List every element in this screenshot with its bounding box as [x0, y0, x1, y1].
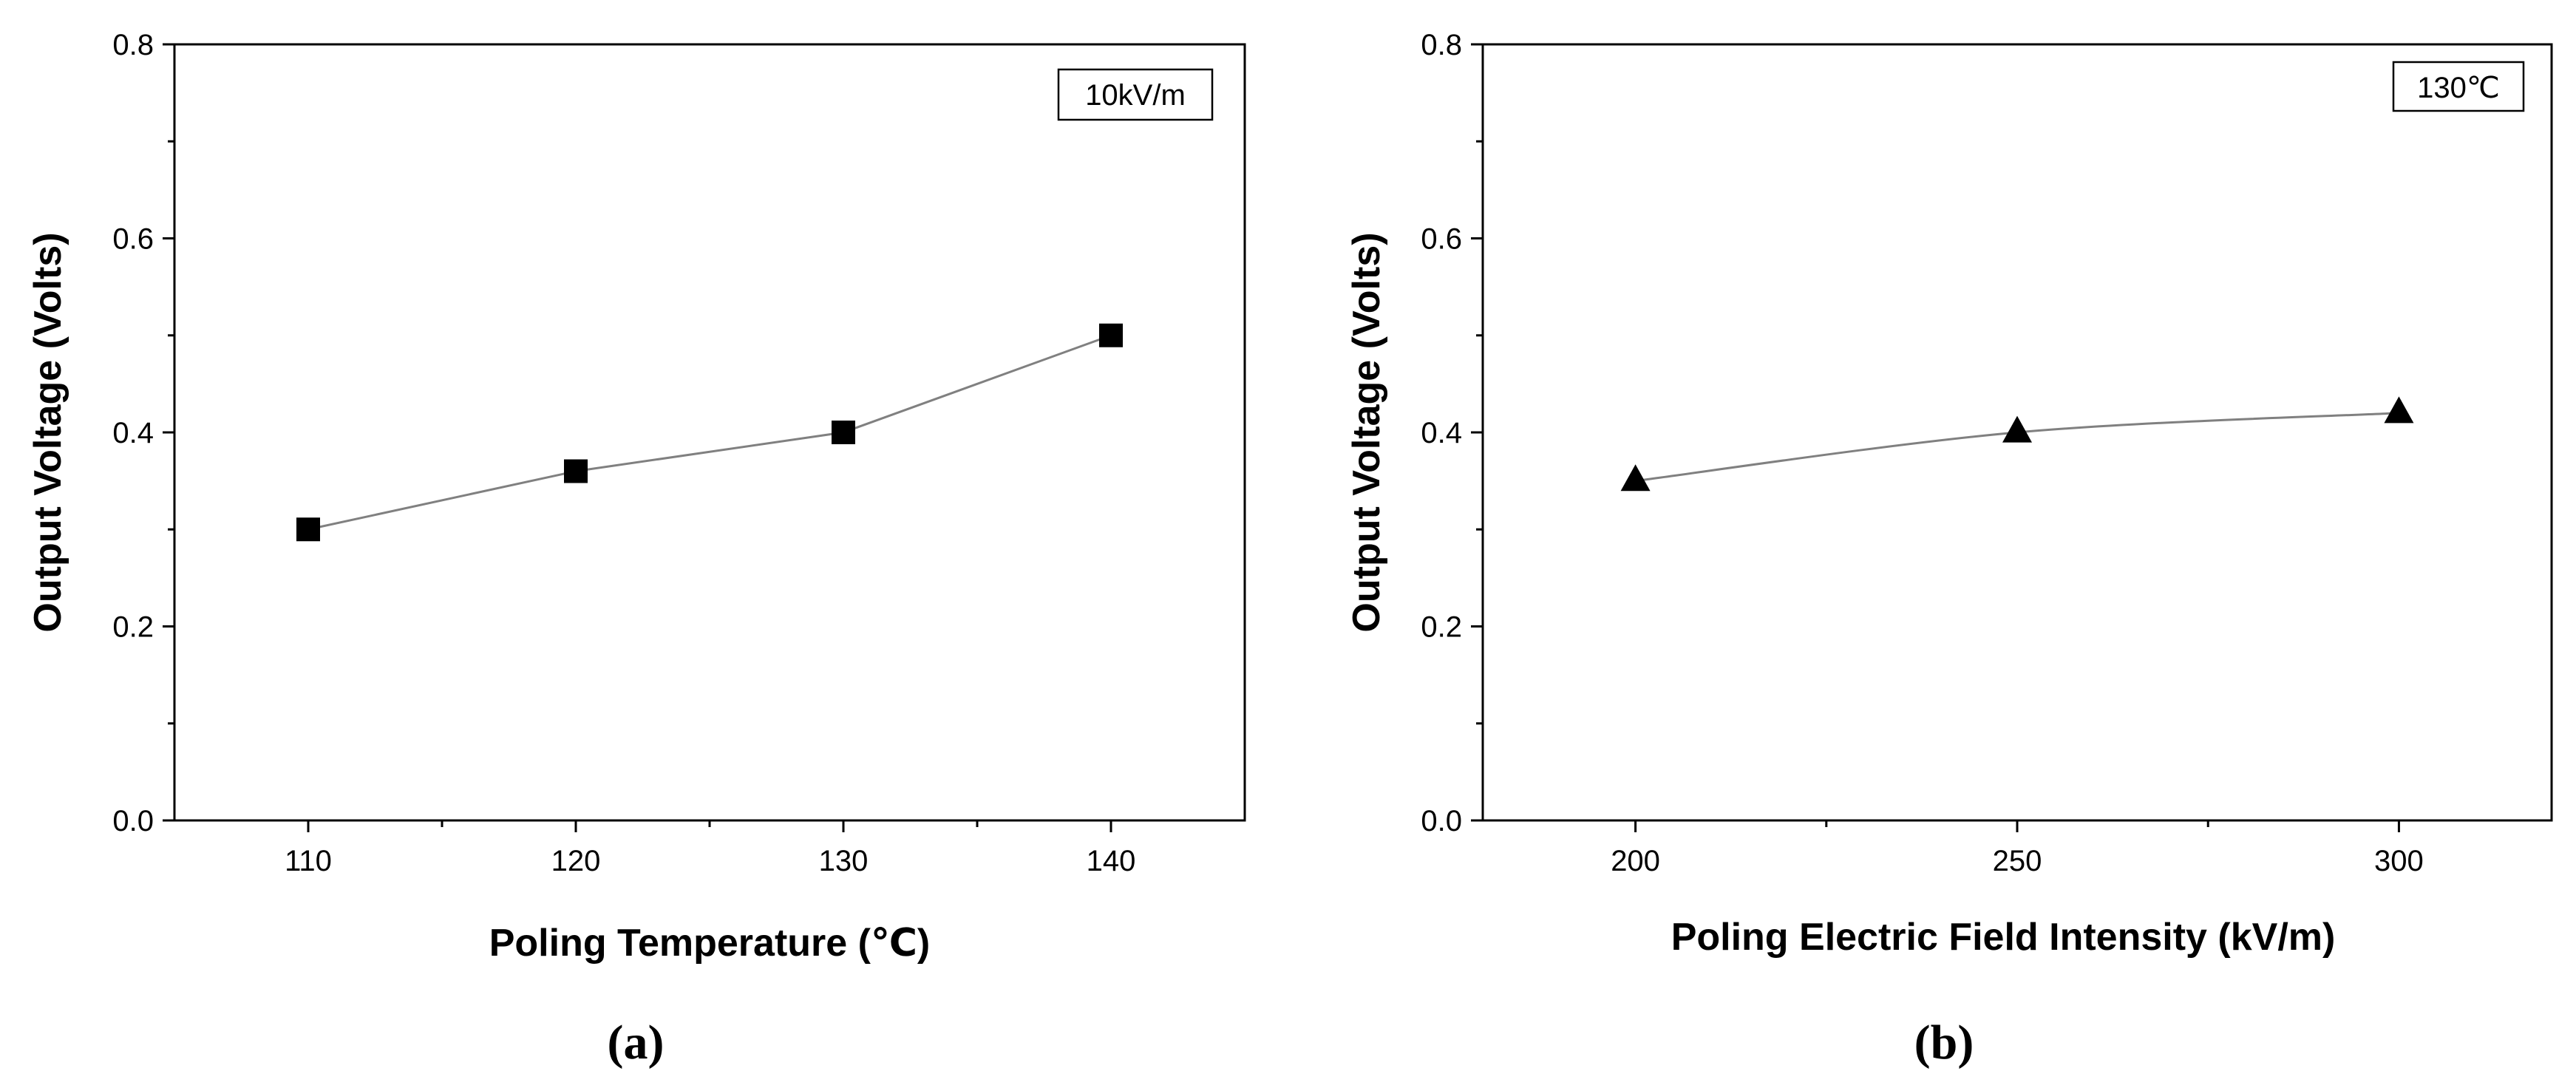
legend-label-a: 10kV/m	[1085, 79, 1186, 112]
x-tick-label-b-0: 200	[1611, 845, 1660, 877]
y-tick-label-b-3: 0.6	[1421, 223, 1462, 256]
x-tick-label-a-2: 130	[819, 845, 869, 877]
data-point-a-0	[296, 517, 320, 542]
x-axis-title-b: Poling Electric Field Intensity (kV/m)	[1671, 916, 2336, 959]
x-tick-label-a-3: 140	[1087, 845, 1136, 877]
series-line-a-0	[307, 334, 1112, 531]
y-tick-label-b-0: 0.0	[1421, 805, 1462, 837]
y-tick-label-a-3: 0.6	[112, 223, 154, 256]
legend-label-b: 130℃	[2417, 72, 2500, 104]
y-tick-label-b-2: 0.4	[1421, 417, 1462, 449]
panel-label-b: (b)	[1914, 1016, 1974, 1070]
data-series-a	[296, 323, 1123, 542]
y-axis-title-a: Output Voltage (Volts)	[27, 232, 69, 632]
legend-frame-b	[2392, 61, 2525, 112]
x-tick-label-a-1: 120	[551, 845, 601, 877]
x-tick-label-b-1: 250	[1993, 845, 2042, 877]
data-point-a-2	[832, 421, 855, 444]
chart-panel-b: 0.0 0.2 0.4 0.6 0.8 200 250 300 130℃ Poling Ele…	[1345, 29, 2553, 1070]
legend-frame-a	[1057, 68, 1214, 121]
y-tick-label-b-4: 0.8	[1421, 29, 1462, 61]
y-tick-label-a-0: 0.0	[112, 805, 154, 837]
data-point-b-2	[2384, 396, 2414, 424]
y-tick-label-a-1: 0.2	[112, 611, 154, 644]
data-series-b	[1620, 396, 2414, 492]
data-point-b-1	[2002, 415, 2032, 443]
y-tick-label-a-2: 0.4	[112, 417, 154, 449]
axis-ticks-a: 0.0 0.2 0.4 0.6 0.8 110 120 130 140	[112, 29, 1135, 877]
y-tick-label-a-4: 0.8	[112, 29, 154, 61]
chart-panel-a: 0.0 0.2 0.4 0.6 0.8 110 120 130 140 10kV/m Polin…	[27, 29, 1246, 1070]
legend-box-a: 10kV/m	[1057, 68, 1214, 121]
data-point-b-0	[1620, 464, 1651, 492]
x-tick-label-b-2: 300	[2374, 845, 2424, 877]
y-tick-label-b-1: 0.2	[1421, 611, 1462, 644]
x-axis-title-a: Poling Temperature (℃)	[489, 922, 931, 965]
y-axis-title-b: Output Voltage (Volts)	[1345, 232, 1388, 632]
data-point-a-1	[564, 459, 588, 483]
x-tick-label-a-0: 110	[285, 845, 332, 877]
axis-ticks-b: 0.0 0.2 0.4 0.6 0.8 200 250 300	[1421, 29, 2423, 877]
data-point-a-3	[1099, 323, 1123, 347]
plot-frame-a	[173, 43, 1246, 822]
panel-label-a: (a)	[608, 1016, 665, 1070]
legend-box-b: 130℃	[2392, 61, 2525, 112]
